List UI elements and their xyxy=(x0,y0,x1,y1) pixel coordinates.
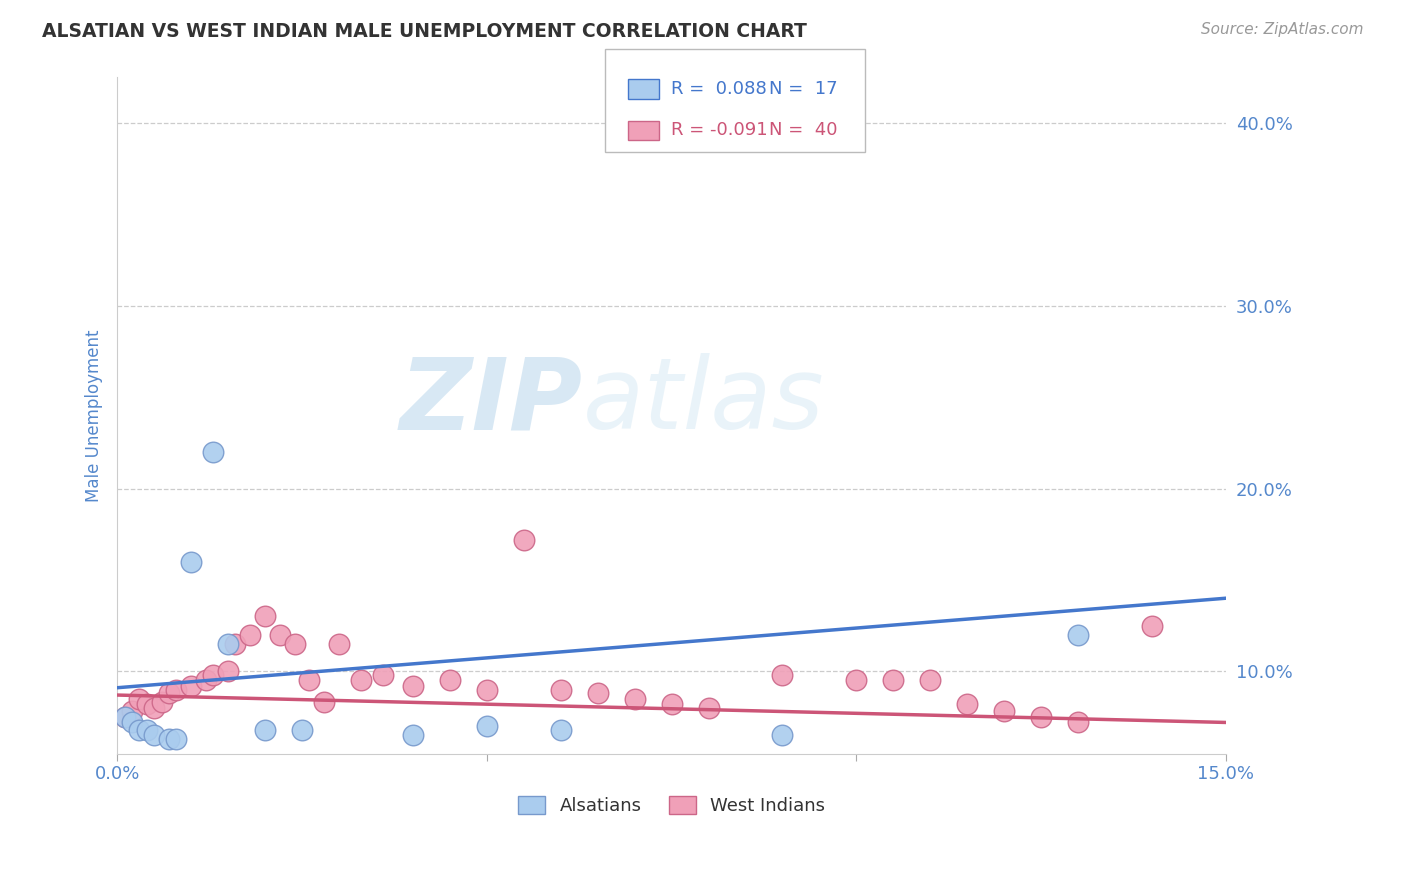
Point xyxy=(550,682,572,697)
Point xyxy=(217,665,239,679)
Point xyxy=(150,695,173,709)
Point xyxy=(194,673,217,688)
Point xyxy=(135,697,157,711)
Point xyxy=(1140,618,1163,632)
Point xyxy=(128,723,150,737)
Point xyxy=(202,445,225,459)
Point xyxy=(143,728,166,742)
Point xyxy=(402,728,425,742)
Point xyxy=(114,710,136,724)
Point xyxy=(772,668,794,682)
Point xyxy=(180,679,202,693)
Point xyxy=(513,533,536,547)
Point xyxy=(157,731,180,746)
Point xyxy=(121,705,143,719)
Point xyxy=(239,628,262,642)
Point xyxy=(217,637,239,651)
Text: N =  17: N = 17 xyxy=(769,80,838,98)
Text: R =  0.088: R = 0.088 xyxy=(671,80,766,98)
Point xyxy=(845,673,868,688)
Point xyxy=(135,723,157,737)
Point xyxy=(1067,715,1090,730)
Point xyxy=(623,691,645,706)
Point xyxy=(920,673,942,688)
Point xyxy=(298,673,321,688)
Point xyxy=(772,728,794,742)
Point xyxy=(439,673,461,688)
Point xyxy=(586,686,609,700)
Text: Source: ZipAtlas.com: Source: ZipAtlas.com xyxy=(1201,22,1364,37)
Text: R = -0.091: R = -0.091 xyxy=(671,121,768,139)
Point xyxy=(328,637,350,651)
Point xyxy=(157,686,180,700)
Text: N =  40: N = 40 xyxy=(769,121,838,139)
Point xyxy=(202,668,225,682)
Point xyxy=(697,701,720,715)
Y-axis label: Male Unemployment: Male Unemployment xyxy=(86,329,103,501)
Point xyxy=(373,668,395,682)
Point xyxy=(882,673,904,688)
Point xyxy=(121,715,143,730)
Point xyxy=(350,673,373,688)
Point xyxy=(993,705,1015,719)
Text: atlas: atlas xyxy=(583,353,824,450)
Point xyxy=(475,682,498,697)
Point xyxy=(143,701,166,715)
Point xyxy=(314,695,336,709)
Point xyxy=(253,723,276,737)
Point xyxy=(956,697,979,711)
Text: ZIP: ZIP xyxy=(399,353,583,450)
Point xyxy=(661,697,683,711)
Point xyxy=(114,710,136,724)
Point xyxy=(1067,628,1090,642)
Point xyxy=(269,628,291,642)
Point xyxy=(165,731,187,746)
Point xyxy=(475,719,498,733)
Point xyxy=(1031,710,1053,724)
Point xyxy=(291,723,314,737)
Point xyxy=(550,723,572,737)
Text: ALSATIAN VS WEST INDIAN MALE UNEMPLOYMENT CORRELATION CHART: ALSATIAN VS WEST INDIAN MALE UNEMPLOYMEN… xyxy=(42,22,807,41)
Point xyxy=(128,691,150,706)
Point xyxy=(253,609,276,624)
Point xyxy=(165,682,187,697)
Point xyxy=(284,637,307,651)
Point xyxy=(180,555,202,569)
Legend: Alsatians, West Indians: Alsatians, West Indians xyxy=(510,789,832,822)
Point xyxy=(402,679,425,693)
Point xyxy=(224,637,246,651)
